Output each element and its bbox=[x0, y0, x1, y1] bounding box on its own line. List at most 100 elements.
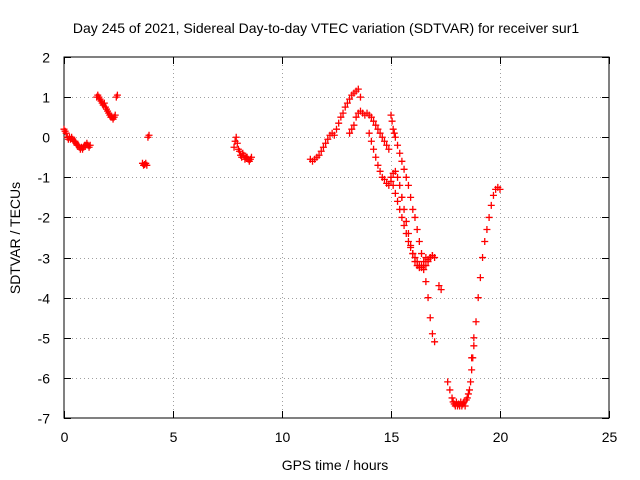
data-point bbox=[333, 125, 340, 133]
y-axis-label: SDTVAR / TECUs bbox=[7, 182, 23, 294]
data-point bbox=[404, 238, 412, 246]
data-point bbox=[380, 175, 388, 183]
data-point bbox=[396, 181, 404, 189]
data-point bbox=[111, 111, 119, 119]
data-point bbox=[435, 282, 443, 290]
data-point bbox=[380, 137, 388, 145]
data-point bbox=[463, 394, 471, 402]
data-point bbox=[400, 205, 408, 213]
data-point bbox=[398, 157, 406, 165]
data-point bbox=[387, 173, 395, 181]
data-point bbox=[407, 242, 415, 250]
data-point bbox=[391, 133, 399, 141]
y-tick-label: -1 bbox=[38, 170, 51, 186]
data-point bbox=[335, 119, 343, 127]
data-point bbox=[431, 338, 439, 346]
data-point bbox=[398, 193, 406, 201]
data-point bbox=[470, 342, 478, 350]
data-point bbox=[372, 153, 380, 161]
data-point bbox=[346, 129, 354, 137]
y-tick-label: -6 bbox=[38, 371, 51, 387]
data-point bbox=[418, 262, 426, 270]
data-point bbox=[394, 173, 402, 181]
data-point bbox=[62, 129, 70, 137]
data-point bbox=[481, 238, 489, 246]
data-point bbox=[446, 386, 454, 394]
data-point bbox=[247, 153, 255, 161]
data-point bbox=[468, 354, 476, 362]
data-point bbox=[489, 191, 497, 199]
data-point bbox=[394, 197, 402, 205]
data-point bbox=[415, 238, 423, 246]
data-point bbox=[426, 314, 434, 322]
data-point bbox=[145, 131, 153, 139]
data-point bbox=[391, 189, 399, 197]
data-point bbox=[372, 121, 380, 129]
data-point bbox=[474, 294, 482, 302]
data-point bbox=[341, 103, 349, 111]
x-tick-label: 15 bbox=[384, 429, 400, 445]
data-point bbox=[448, 394, 456, 402]
data-point bbox=[376, 129, 384, 137]
data-point bbox=[409, 250, 417, 258]
data-point bbox=[428, 252, 436, 260]
data-point bbox=[354, 85, 362, 93]
data-point bbox=[418, 250, 426, 258]
grid-lines bbox=[64, 57, 609, 418]
data-point bbox=[402, 173, 410, 181]
data-point bbox=[339, 109, 347, 117]
x-axis-label: GPS time / hours bbox=[282, 457, 389, 473]
data-point bbox=[350, 121, 358, 129]
data-point bbox=[324, 135, 332, 143]
data-point bbox=[398, 213, 406, 221]
x-tick-label: 10 bbox=[275, 429, 291, 445]
data-point bbox=[330, 131, 338, 139]
x-tick-label: 0 bbox=[61, 429, 69, 445]
data-point bbox=[232, 133, 240, 141]
y-tick-label: -2 bbox=[38, 210, 51, 226]
data-point bbox=[465, 386, 473, 394]
data-point bbox=[367, 113, 375, 121]
data-point bbox=[472, 318, 480, 326]
data-point bbox=[400, 165, 408, 173]
data-point bbox=[476, 274, 484, 282]
data-point bbox=[230, 143, 238, 151]
data-point bbox=[411, 258, 419, 266]
data-point bbox=[143, 161, 151, 169]
data-point bbox=[343, 99, 351, 107]
data-point bbox=[367, 137, 375, 145]
data-point bbox=[322, 139, 330, 147]
data-point bbox=[422, 278, 430, 286]
y-tick-label: 0 bbox=[42, 130, 50, 146]
y-tick-label: 1 bbox=[42, 90, 50, 106]
data-point bbox=[352, 113, 360, 121]
data-point bbox=[315, 151, 323, 159]
data-point bbox=[468, 366, 476, 374]
plot-frame bbox=[63, 56, 610, 419]
x-tick-label: 25 bbox=[602, 429, 618, 445]
data-point bbox=[407, 193, 415, 201]
data-point bbox=[389, 125, 397, 133]
data-point bbox=[317, 147, 325, 155]
y-tick-label: -3 bbox=[38, 251, 51, 267]
x-tick-label: 5 bbox=[170, 429, 178, 445]
data-point bbox=[409, 205, 417, 213]
data-point bbox=[337, 113, 345, 121]
data-point bbox=[487, 201, 495, 209]
data-point bbox=[402, 217, 410, 225]
data-point bbox=[387, 111, 395, 119]
data-point bbox=[420, 258, 428, 266]
data-point bbox=[428, 330, 436, 338]
data-point bbox=[394, 141, 402, 149]
data-point bbox=[374, 161, 382, 169]
axis-ticks: 0 5 10 15 20 25 -7 -6 -5 -4 -3 -2 -1 0 1 2 bbox=[38, 50, 618, 446]
data-point bbox=[390, 129, 398, 137]
data-point bbox=[413, 225, 421, 233]
y-tick-label: 2 bbox=[42, 50, 50, 66]
data-point bbox=[113, 91, 121, 99]
data-point bbox=[404, 181, 412, 189]
data-point bbox=[420, 266, 428, 274]
data-point bbox=[346, 95, 354, 103]
data-point bbox=[400, 221, 408, 229]
